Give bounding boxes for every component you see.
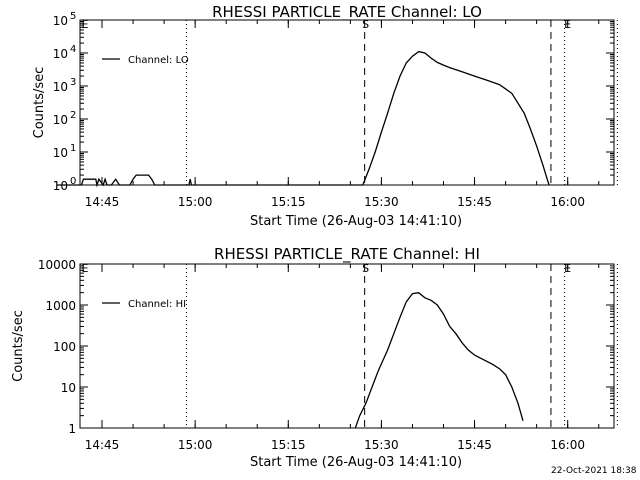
- y-axis-label: Counts/sec: [11, 310, 26, 382]
- x-tick-label: 16:00: [550, 438, 585, 452]
- x-axis-label: Start Time (26-Aug-03 14:41:10): [250, 214, 462, 229]
- x-tick-label: 16:00: [550, 195, 585, 209]
- x-tick-label: 15:30: [364, 438, 399, 452]
- chart-title: RHESSI PARTICLE_RATE Channel: LO: [212, 3, 482, 22]
- x-tick-label: 15:30: [364, 195, 399, 209]
- y-tick-label: 10: [53, 14, 68, 28]
- y-tick-label: 10000: [38, 258, 76, 272]
- y-tick-label: 1000: [45, 299, 76, 313]
- y-tick-exponent: 0: [70, 176, 76, 187]
- x-axis-label: Start Time (26-Aug-03 14:41:10): [250, 455, 462, 470]
- chart-panel-1: RHESSI PARTICLE_RATE Channel: HI 1 10 100 10…: [11, 245, 618, 470]
- x-tick-label: 15:00: [178, 438, 213, 452]
- x-tick-label: 15:45: [457, 195, 492, 209]
- marker-label: E: [82, 18, 89, 31]
- x-tick-label: 15:15: [271, 195, 306, 209]
- y-tick-label: 10: [53, 47, 68, 61]
- plot-frame: [79, 263, 615, 429]
- x-tick-label: 15:15: [271, 438, 306, 452]
- chart-title: RHESSI PARTICLE_RATE Channel: HI: [214, 245, 480, 264]
- marker-label: E: [564, 262, 571, 275]
- legend-label: Channel: HI: [128, 299, 186, 310]
- y-tick-label: 100: [53, 340, 76, 354]
- series-line: [56, 50, 550, 188]
- plot-frame: [79, 19, 615, 186]
- y-tick-label: 10: [53, 113, 68, 127]
- y-tick-exponent: 3: [70, 77, 76, 88]
- y-tick-exponent: 2: [70, 110, 76, 121]
- y-tick-exponent: 1: [70, 143, 76, 154]
- marker-label: S: [362, 18, 369, 31]
- x-tick-label: 14:45: [85, 195, 120, 209]
- y-axis-label: Counts/sec: [32, 67, 47, 139]
- y-tick-exponent: 5: [70, 11, 76, 22]
- y-tick-label: 1: [68, 422, 76, 436]
- marker-label: S: [362, 262, 369, 275]
- footer-timestamp: 22-Oct-2021 18:38: [551, 466, 637, 476]
- y-tick-label: 10: [53, 179, 68, 193]
- marker-label: E: [82, 262, 89, 275]
- series-line: [354, 292, 524, 429]
- x-tick-label: 15:45: [457, 438, 492, 452]
- marker-label: E: [564, 18, 571, 31]
- y-tick-label: 10: [61, 381, 76, 395]
- x-tick-label: 15:00: [178, 195, 213, 209]
- legend-label: Channel: LO: [128, 55, 189, 66]
- x-tick-label: 14:45: [85, 438, 120, 452]
- y-tick-exponent: 4: [70, 44, 76, 55]
- y-tick-label: 10: [53, 146, 68, 160]
- y-tick-label: 10: [53, 80, 68, 94]
